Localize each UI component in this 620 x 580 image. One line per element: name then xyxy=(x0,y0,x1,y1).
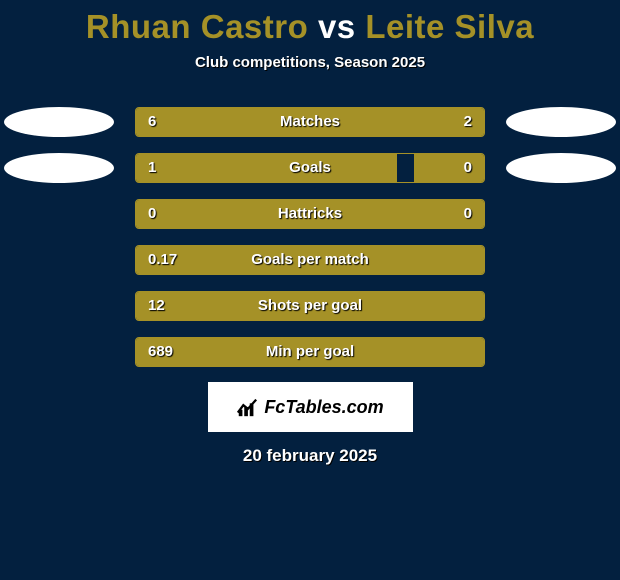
player2-name: Leite Silva xyxy=(365,8,534,45)
bar-left-fill xyxy=(136,246,484,274)
stat-row: Goals per match0.17 xyxy=(0,244,620,276)
bar-left-fill xyxy=(136,338,484,366)
date-text: 20 february 2025 xyxy=(0,446,620,466)
bar-left-fill xyxy=(136,292,484,320)
bar-left-fill xyxy=(136,154,397,182)
chart-icon xyxy=(236,396,258,418)
bar-left-fill xyxy=(136,108,397,136)
bar-right-fill xyxy=(397,108,484,136)
stat-bar: Matches62 xyxy=(135,107,485,137)
player1-ellipse xyxy=(4,107,114,137)
stat-row: Goals10 xyxy=(0,152,620,184)
bar-left-fill xyxy=(136,200,484,228)
subtitle: Club competitions, Season 2025 xyxy=(0,54,620,71)
stat-row: Shots per goal12 xyxy=(0,290,620,322)
logo-text: FcTables.com xyxy=(264,397,383,418)
player1-name: Rhuan Castro xyxy=(86,8,308,45)
comparison-chart: Matches62 Goals10 Hattricks00 Goals per mat… xyxy=(0,106,620,368)
stat-row: Matches62 xyxy=(0,106,620,138)
page-title: Rhuan Castro vs Leite Silva xyxy=(0,0,620,46)
stat-bar: Goals per match0.17 xyxy=(135,245,485,275)
player1-ellipse xyxy=(4,153,114,183)
stat-bar: Min per goal689 xyxy=(135,337,485,367)
stat-row: Min per goal689 xyxy=(0,336,620,368)
stat-bar: Hattricks00 xyxy=(135,199,485,229)
stat-bar: Shots per goal12 xyxy=(135,291,485,321)
vs-text: vs xyxy=(318,8,356,45)
stat-row: Hattricks00 xyxy=(0,198,620,230)
player2-ellipse xyxy=(506,153,616,183)
player2-ellipse xyxy=(506,107,616,137)
logo-box: FcTables.com xyxy=(208,382,413,432)
bar-right-fill xyxy=(414,154,484,182)
stat-bar: Goals10 xyxy=(135,153,485,183)
